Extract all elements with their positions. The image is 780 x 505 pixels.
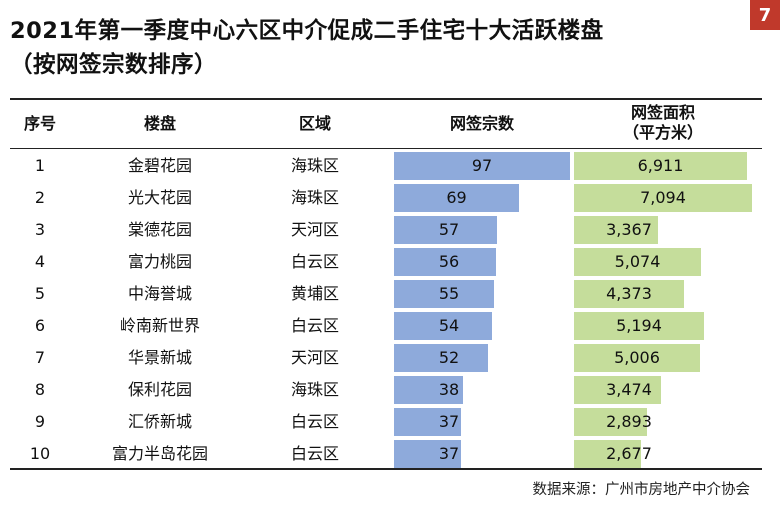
rank-cell: 10	[29, 444, 51, 463]
estate-cell: 岭南新世界	[119, 316, 200, 335]
estate-cell: 光大花园	[127, 188, 192, 207]
table-row: 4 富力桃园 白云区 56 5,074	[0, 246, 780, 278]
table-row: 5 中海誉城 黄埔区 55 4,373	[0, 278, 780, 310]
table-header-rule	[10, 148, 762, 149]
header-rank: 序号	[23, 114, 56, 133]
estate-cell: 中海誉城	[127, 284, 192, 303]
deals-bar	[394, 248, 496, 276]
deals-value: 56	[438, 252, 460, 271]
district-cell: 白云区	[290, 316, 339, 335]
deals-bar	[394, 344, 488, 372]
deals-bar	[394, 184, 519, 212]
header-deals: 网签宗数	[449, 114, 514, 133]
district-cell: 白云区	[290, 252, 339, 271]
area-bar	[574, 152, 747, 180]
table-top-rule	[10, 98, 762, 100]
page-number-badge: 7	[750, 0, 780, 30]
area-value: 5,194	[616, 316, 662, 335]
table-row: 10 富力半岛花园 白云区 37 2,677	[0, 438, 780, 470]
area-bar	[574, 440, 641, 468]
source-note: 数据来源：广州市房地产中介协会	[532, 482, 751, 498]
title-line-1: 2021年第一季度中心六区中介促成二手住宅十大活跃楼盘	[10, 18, 604, 44]
table-row: 2 光大花园 海珠区 69 7,094	[0, 182, 780, 214]
area-bar	[574, 376, 661, 404]
estate-cell: 棠德花园	[127, 220, 192, 239]
table-row: 7 华景新城 天河区 52 5,006	[0, 342, 780, 374]
rank-cell: 1	[34, 156, 46, 175]
area-bar	[574, 408, 647, 436]
deals-bar	[394, 312, 492, 340]
district-cell: 黄埔区	[290, 284, 339, 303]
estate-cell: 汇侨新城	[127, 412, 192, 431]
estate-cell: 华景新城	[127, 348, 192, 367]
deals-bar	[394, 280, 494, 308]
deals-value: 69	[446, 188, 467, 207]
district-cell: 天河区	[290, 220, 339, 239]
table-row: 3 棠德花园 天河区 57 3,367	[0, 214, 780, 246]
area-value: 5,074	[614, 252, 661, 271]
deals-value: 54	[438, 316, 460, 335]
deals-value: 52	[438, 348, 460, 367]
area-value: 2,677	[606, 444, 652, 463]
deals-value: 38	[438, 380, 460, 399]
rank-cell: 2	[34, 188, 46, 207]
area-bar	[574, 280, 684, 308]
area-value: 2,893	[606, 412, 652, 431]
deals-value: 97	[471, 156, 493, 175]
title-line-2: （按网签宗数排序）	[10, 52, 218, 78]
rank-cell: 4	[34, 252, 46, 271]
header-area-line-1: 网签面积	[630, 103, 695, 122]
district-cell: 海珠区	[290, 156, 339, 175]
header-area-line-2: （平方米）	[622, 123, 703, 142]
deals-value: 57	[438, 220, 460, 239]
deals-bar	[394, 408, 461, 436]
district-cell: 白云区	[290, 444, 339, 463]
page-title: 2021年第一季度中心六区中介促成二手住宅十大活跃楼盘 （按网签宗数排序）	[10, 14, 740, 82]
area-value: 6,911	[637, 156, 684, 175]
district-cell: 白云区	[290, 412, 339, 431]
table-row: 8 保利花园 海珠区 38 3,474	[0, 374, 780, 406]
rank-cell: 9	[34, 412, 46, 431]
area-bar	[574, 216, 658, 244]
rank-cell: 6	[34, 316, 46, 335]
header-district: 区域	[298, 114, 331, 133]
rank-cell: 7	[34, 348, 46, 367]
estate-cell: 富力半岛花园	[111, 444, 208, 463]
deals-bar	[394, 376, 463, 404]
district-cell: 海珠区	[290, 188, 339, 207]
area-bar	[574, 184, 752, 212]
table-row: 9 汇侨新城 白云区 37 2,893	[0, 406, 780, 438]
rank-cell: 8	[34, 380, 46, 399]
area-value: 5,006	[614, 348, 660, 367]
deals-value: 37	[438, 412, 460, 431]
area-bar	[574, 344, 700, 372]
area-bar	[574, 248, 701, 276]
table-row: 1 金碧花园 海珠区 97 6,911	[0, 150, 780, 182]
district-cell: 天河区	[290, 348, 339, 367]
district-cell: 海珠区	[290, 380, 339, 399]
deals-value: 55	[438, 284, 460, 303]
deals-value: 37	[438, 444, 460, 463]
area-value: 4,373	[606, 284, 652, 303]
area-bar	[574, 312, 704, 340]
estate-cell: 保利花园	[127, 380, 192, 399]
table-bottom-rule	[10, 468, 762, 470]
table-row: 6 岭南新世界 白云区 54 5,194	[0, 310, 780, 342]
estate-cell: 金碧花园	[127, 156, 192, 175]
rank-cell: 5	[34, 284, 46, 303]
area-value: 7,094	[640, 188, 686, 207]
rank-cell: 3	[34, 220, 46, 239]
deals-bar	[394, 440, 461, 468]
header-estate: 楼盘	[143, 114, 176, 133]
deals-bar	[394, 216, 497, 244]
header-area: 网签面积 （平方米）	[574, 103, 752, 143]
area-value: 3,367	[606, 220, 652, 239]
deals-bar	[394, 152, 570, 180]
area-value: 3,474	[606, 380, 652, 399]
estate-cell: 富力桃园	[127, 252, 192, 271]
